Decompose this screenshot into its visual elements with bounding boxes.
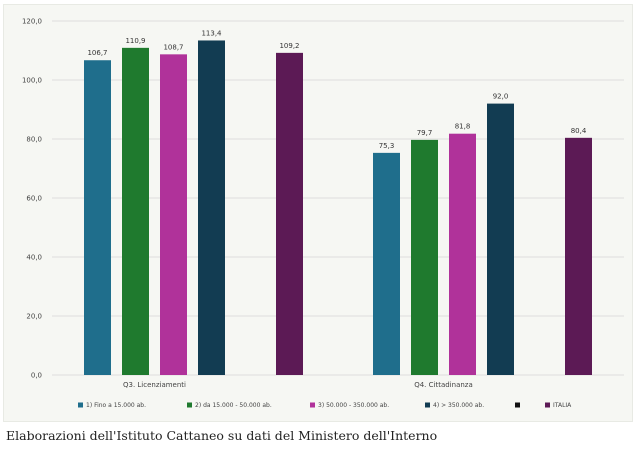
bar (84, 60, 111, 376)
legend-label: 1) Fino a 15.000 ab. (86, 402, 146, 409)
legend-label: 4) > 350.000 ab. (433, 402, 484, 409)
data-label: 80,4 (571, 127, 587, 135)
bar (198, 40, 225, 375)
bar (449, 133, 476, 375)
category-label: Q3. Licenziamenti (123, 381, 186, 389)
y-tick-label: 120,0 (22, 18, 42, 26)
y-tick-label: 80,0 (26, 136, 42, 144)
data-label: 109,2 (279, 42, 299, 50)
bar-chart: 0,0 20,0 40,0 60,0 80,0 100,0 120,0 106,7 110,9 1… (22, 18, 624, 409)
data-label: 110,9 (125, 37, 145, 45)
legend-label: 2) da 15.000 - 50.000 ab. (195, 402, 272, 409)
chart-figure: 0,0 20,0 40,0 60,0 80,0 100,0 120,0 106,7 110,9 1… (3, 4, 633, 422)
legend-swatch (187, 402, 192, 408)
bar (565, 137, 592, 375)
data-label: 106,7 (87, 49, 107, 57)
y-tick-label: 0,0 (31, 372, 42, 380)
y-tick-label: 20,0 (26, 313, 42, 321)
bar (122, 47, 149, 375)
category-label: Q4. Cittadinanza (414, 381, 473, 389)
legend-swatch (545, 402, 550, 408)
bar (411, 139, 438, 375)
y-tick-label: 40,0 (26, 254, 42, 262)
data-label: 113,4 (201, 29, 222, 37)
data-label: 79,7 (417, 129, 433, 137)
legend-label: ITALIA (553, 402, 572, 409)
bar (276, 52, 303, 376)
legend-label: 3) 50.000 - 350.000 ab. (318, 402, 389, 409)
y-tick-label: 100,0 (22, 77, 42, 85)
legend-swatch (78, 402, 83, 408)
source-caption: Elaborazioni dell'Istituto Cattaneo su d… (6, 428, 438, 443)
data-label: 75,3 (379, 142, 395, 150)
bar (373, 152, 400, 375)
y-tick-label: 60,0 (26, 195, 42, 203)
legend-swatch (425, 402, 430, 408)
data-label: 108,7 (163, 43, 183, 51)
bar (160, 54, 187, 376)
data-label: 81,8 (455, 123, 471, 131)
legend-swatch (310, 402, 315, 408)
legend-swatch (515, 402, 520, 408)
data-label: 92,0 (493, 93, 509, 101)
bar (487, 103, 514, 375)
